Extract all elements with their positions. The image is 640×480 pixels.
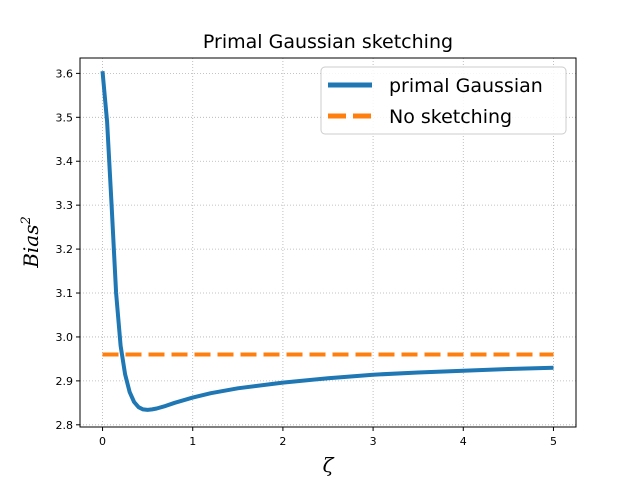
- y-axis-label-base: Bias: [19, 225, 43, 269]
- legend-label-primal-gaussian: primal Gaussian: [389, 75, 543, 97]
- series-line-primal-gaussian: [100, 71, 554, 412]
- ticks: [76, 72, 554, 431]
- y-tick-label: 2.8: [56, 419, 74, 432]
- y-tick-label: 3.4: [56, 155, 74, 168]
- legend-label-no-sketching: No sketching: [389, 106, 512, 128]
- y-tick-label: 3.2: [56, 243, 74, 256]
- y-axis-label-superscript: 2: [19, 216, 34, 225]
- x-tick-label: 3: [370, 435, 377, 448]
- y-tick-label: 3.1: [56, 287, 74, 300]
- y-axis-label: Bias2: [19, 216, 43, 269]
- chart-title: Primal Gaussian sketching: [203, 31, 453, 53]
- x-axis-label: ζ: [323, 453, 335, 477]
- x-tick-label: 0: [99, 435, 106, 448]
- series-layer: [100, 71, 554, 412]
- y-tick-label: 3.6: [56, 67, 74, 80]
- legend: primal Gaussian No sketching: [320, 66, 567, 135]
- x-tick-label: 2: [279, 435, 286, 448]
- legend-box: [320, 66, 567, 135]
- y-tick-label: 3.0: [56, 331, 74, 344]
- x-tick-label: 1: [189, 435, 196, 448]
- y-tick-label: 3.5: [56, 111, 74, 124]
- x-tick-label: 5: [550, 435, 557, 448]
- plot-frame: [79, 57, 577, 428]
- y-tick-label: 2.9: [56, 375, 74, 388]
- tick-labels: 0 1 2 3 4 5 2.8 2.9 3.0 3.1 3.2 3.3 3.4 3.5 3.6: [56, 67, 557, 448]
- y-tick-label: 3.3: [56, 199, 74, 212]
- x-tick-label: 4: [460, 435, 467, 448]
